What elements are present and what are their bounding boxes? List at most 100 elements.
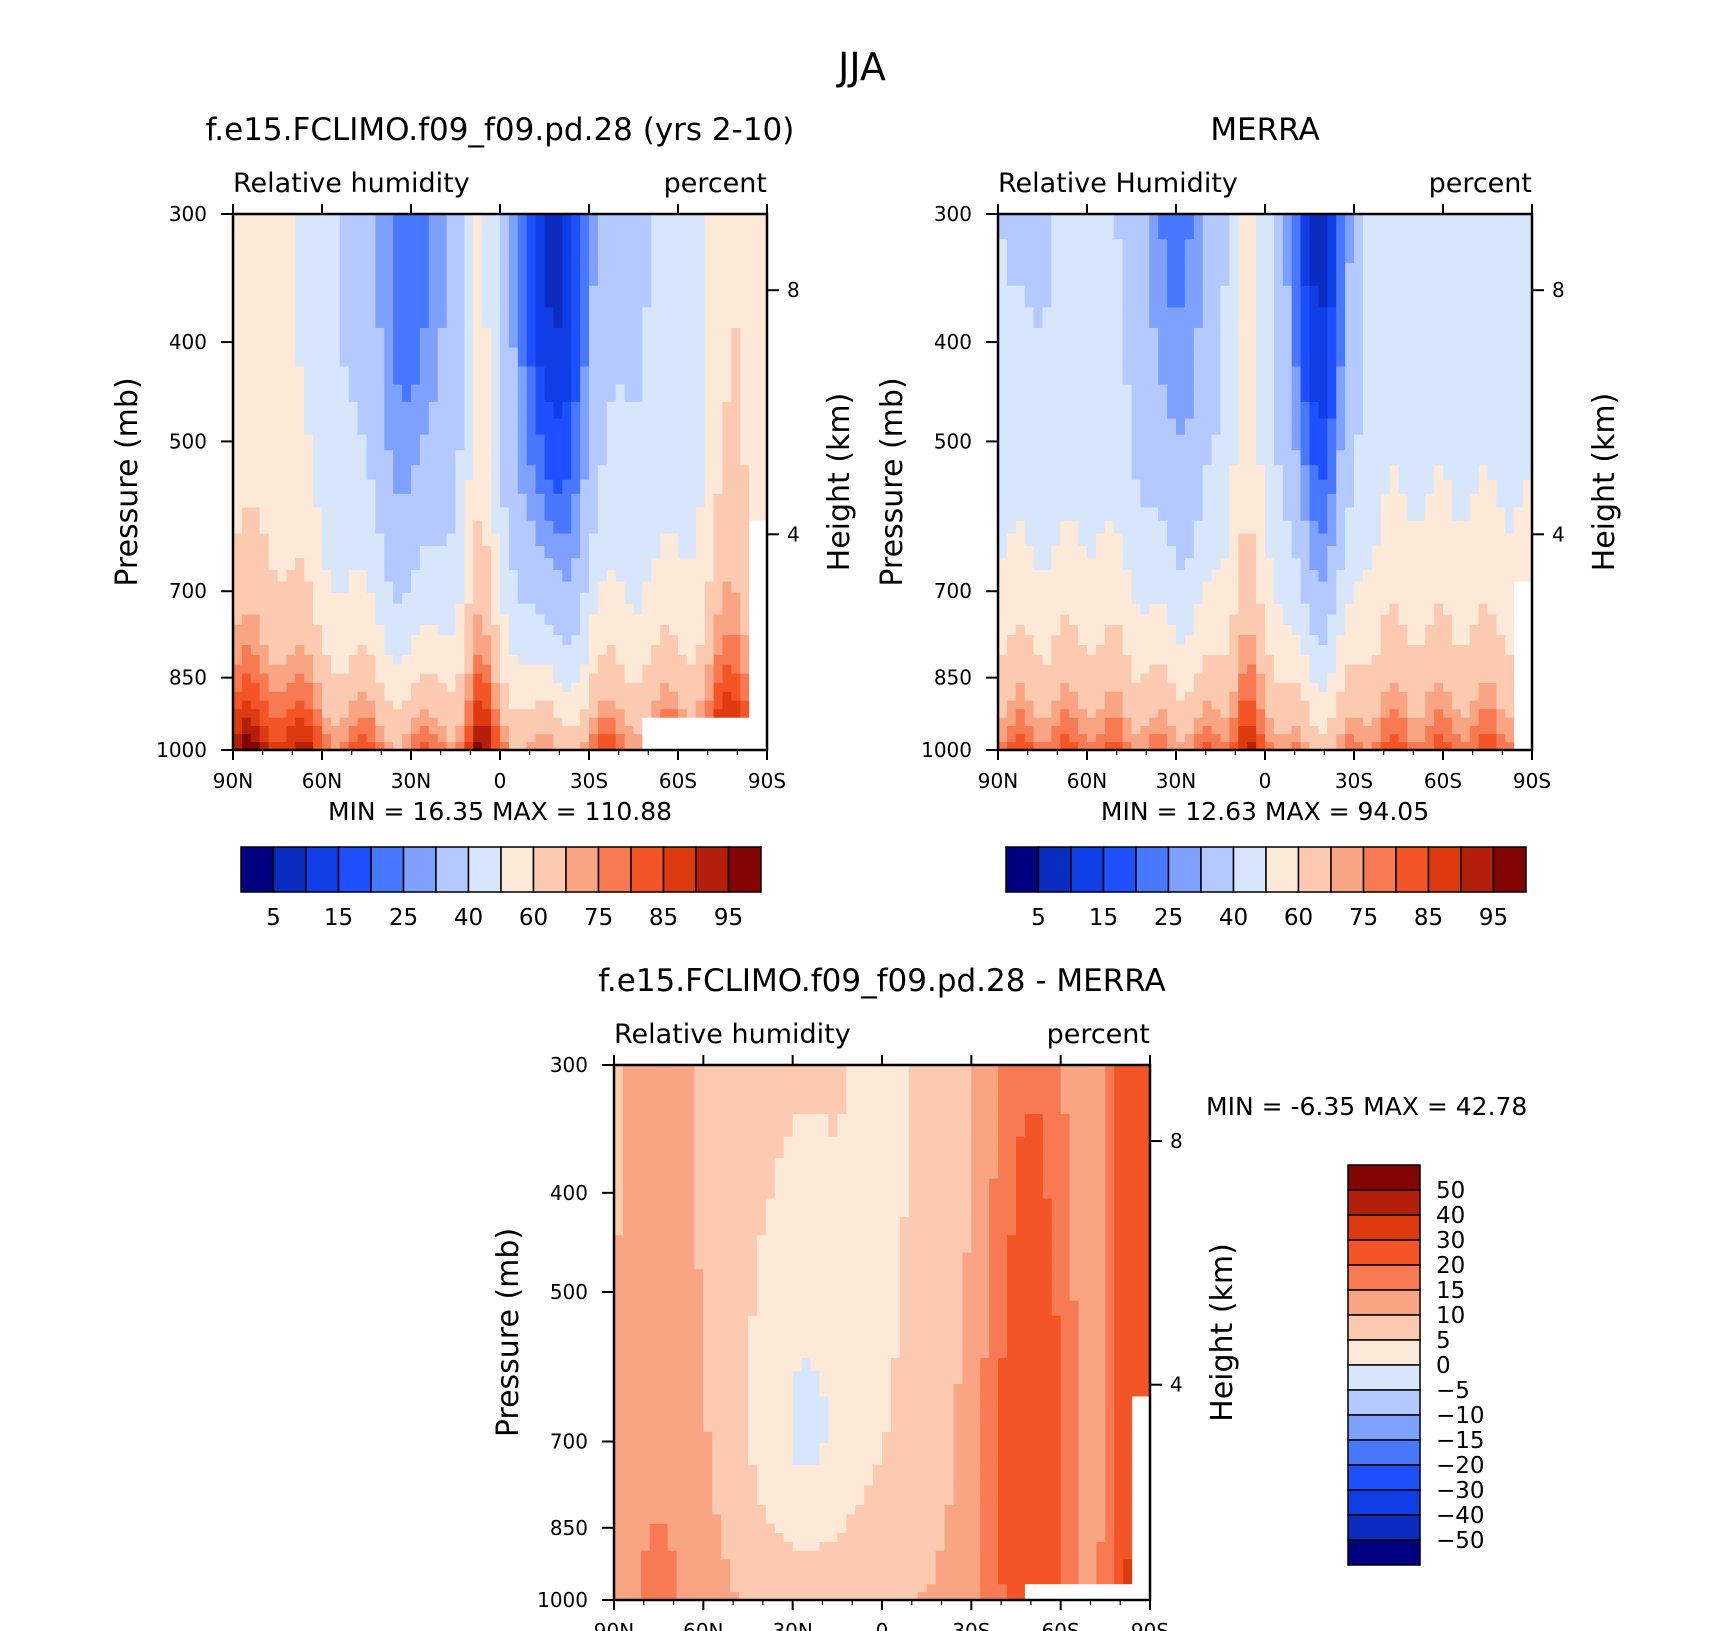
field-cell [713, 507, 724, 522]
field-cell [1042, 263, 1052, 287]
field-cell [1282, 520, 1293, 535]
field-cell [998, 307, 1008, 329]
field-cell [1140, 384, 1150, 403]
field-cell [998, 624, 1008, 636]
field-cell [695, 307, 706, 329]
field-cell [1514, 533, 1524, 547]
field-cell [660, 307, 670, 329]
field-cell [1327, 635, 1337, 646]
field-cell [1238, 465, 1248, 481]
field-cell [526, 465, 537, 481]
field-cell [1167, 239, 1177, 264]
field-cell [1505, 214, 1515, 240]
field-cell [606, 742, 617, 751]
field-cell [1398, 434, 1408, 451]
field-cell [348, 493, 359, 509]
field-cell [740, 450, 750, 466]
field-cell [1469, 682, 1480, 693]
field-cell [473, 307, 483, 329]
field-cell [482, 214, 492, 240]
field-cell [482, 570, 492, 583]
field-cell [1407, 592, 1417, 605]
field-cell [1354, 664, 1364, 675]
y-tick-label: 850 [934, 666, 972, 690]
field-cell [1345, 624, 1355, 636]
field-cell [642, 366, 652, 386]
field-cell [268, 366, 279, 386]
field-cell [375, 533, 385, 547]
field-cell [1327, 624, 1337, 636]
field-cell [437, 717, 448, 727]
field-cell [268, 239, 279, 264]
field-cell [589, 418, 599, 436]
field-cell [562, 734, 572, 743]
field-cell [713, 734, 724, 743]
field-cell [1184, 546, 1195, 559]
field-cell [1416, 624, 1426, 636]
field-cell [473, 581, 483, 594]
field-cell [1256, 614, 1266, 626]
field-cell [1176, 558, 1186, 571]
field-cell [313, 734, 323, 743]
field-cell [1078, 307, 1088, 329]
field-cell [544, 307, 554, 329]
field-cell [428, 366, 439, 386]
field-cell [562, 645, 572, 656]
field-cell [1371, 734, 1382, 743]
field-cell [535, 673, 546, 684]
field-cell [660, 700, 670, 710]
field-cell [304, 734, 314, 743]
field-cell [1069, 533, 1079, 547]
field-cell [464, 434, 474, 451]
field-cell [1256, 493, 1266, 509]
field-cell [1104, 624, 1115, 636]
field-cell [491, 700, 501, 710]
field-cell [1095, 682, 1106, 693]
field-cell [1229, 624, 1239, 636]
field-cell [1256, 465, 1266, 481]
field-cell [1443, 700, 1453, 710]
field-cell [1273, 450, 1284, 466]
field-cell [1443, 654, 1453, 665]
field-cell [526, 307, 537, 329]
field-cell [384, 507, 394, 522]
field-cell [1273, 570, 1284, 583]
field-cell [482, 347, 492, 368]
field-cell [686, 614, 697, 626]
field-cell [615, 603, 626, 616]
field-cell [508, 327, 519, 349]
field-cell [535, 558, 546, 571]
field-cell [535, 709, 546, 719]
field-cell [1371, 664, 1382, 675]
field-cell [1407, 401, 1417, 420]
field-cell [1060, 493, 1070, 509]
field-cell [1416, 645, 1426, 656]
field-cell [758, 682, 768, 693]
field-cell [1006, 700, 1017, 710]
field-cell [642, 700, 652, 710]
field-cell [1514, 734, 1524, 743]
field-cell [357, 434, 368, 451]
field-cell [277, 558, 287, 571]
field-cell [1158, 734, 1168, 743]
field-cell [553, 418, 563, 436]
field-cell [1460, 614, 1471, 626]
field-cell [508, 645, 519, 656]
field-cell [1434, 734, 1444, 743]
field-cell [339, 673, 350, 684]
field-cell [1318, 673, 1328, 684]
field-cell [384, 558, 394, 571]
field-cell [580, 450, 590, 466]
field-cell [633, 664, 643, 675]
field-cell [1033, 592, 1044, 605]
field-cell [268, 533, 279, 547]
field-cell [250, 635, 261, 646]
field-cell [286, 673, 296, 684]
field-cell [1060, 614, 1070, 626]
field-cell [633, 418, 643, 436]
field-cell [1033, 434, 1044, 451]
field-cell [1095, 734, 1106, 743]
field-cell [660, 263, 670, 287]
field-cell [1131, 635, 1141, 646]
field-cell [1113, 533, 1124, 547]
